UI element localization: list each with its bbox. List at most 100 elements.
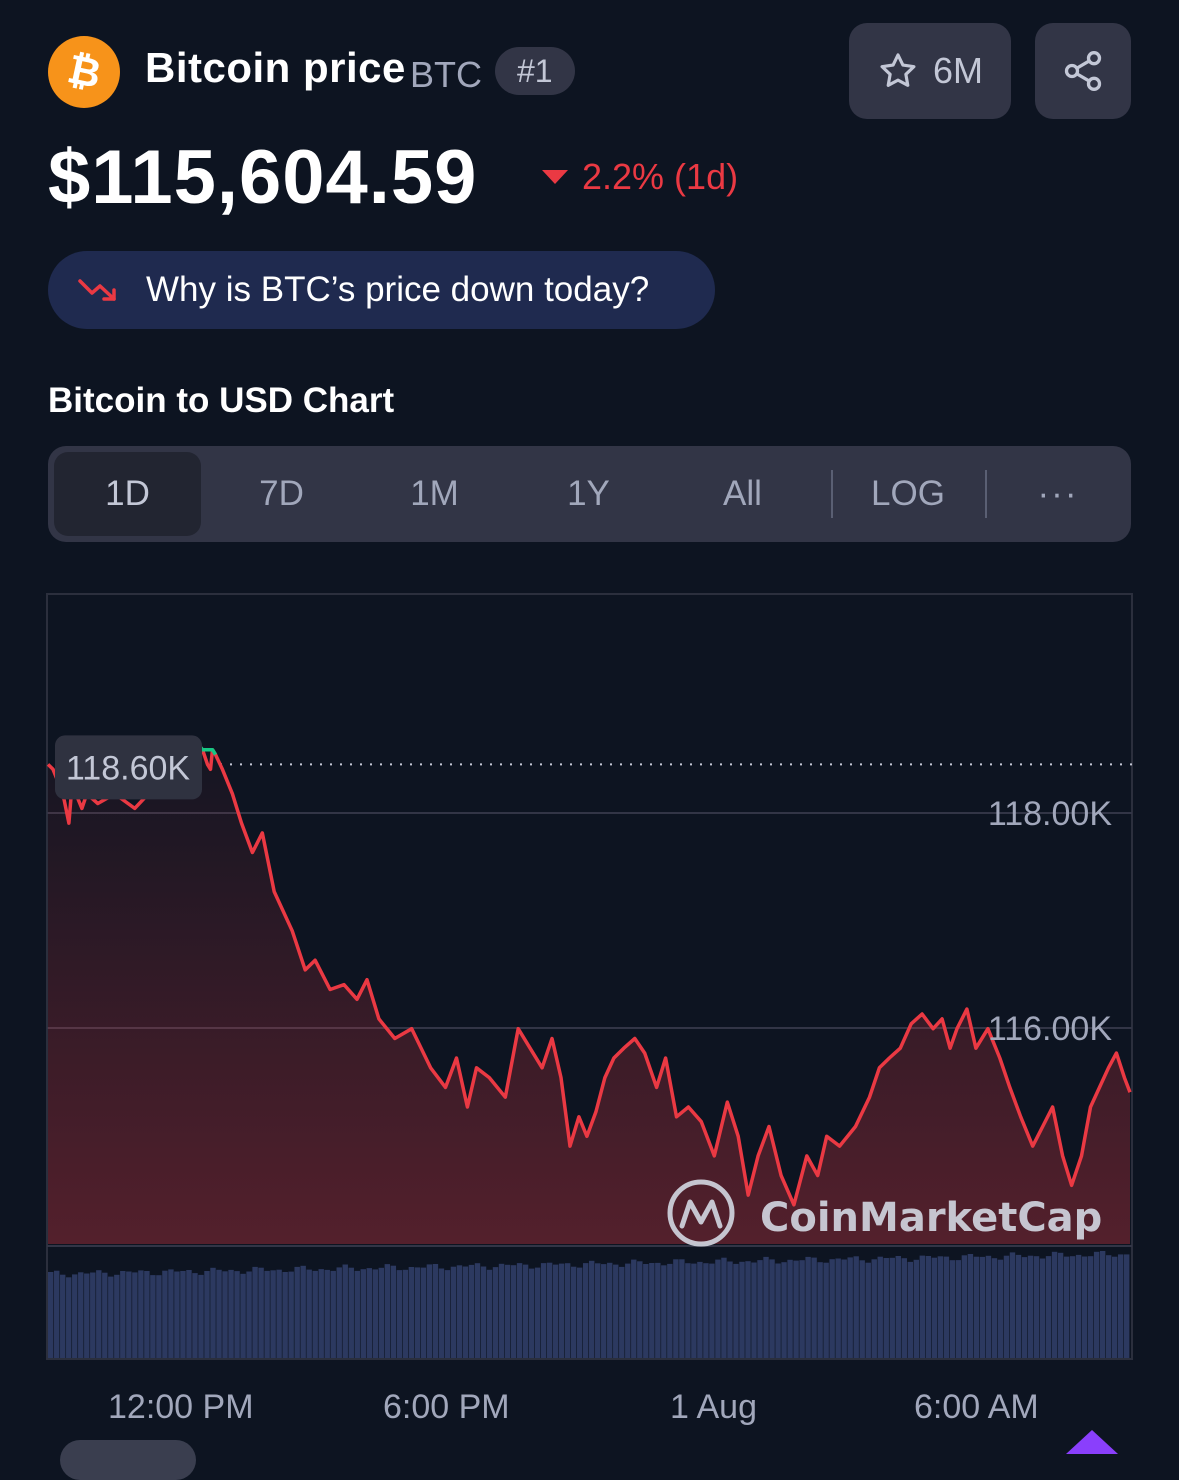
volume-bar — [703, 1263, 709, 1358]
volume-bar — [66, 1277, 72, 1358]
volume-bar — [1033, 1256, 1040, 1358]
price-chart[interactable]: 118.00K 116.00K 118.60K CoinMarketCap — [0, 590, 1179, 1370]
watchlist-button[interactable]: 6M — [849, 23, 1011, 119]
volume-bar — [126, 1271, 132, 1358]
caret-down-icon — [542, 170, 568, 184]
volume-bar — [1099, 1251, 1106, 1358]
volume-bar — [102, 1272, 108, 1358]
volume-bar — [697, 1261, 703, 1358]
volume-bar — [949, 1260, 956, 1358]
tab-log[interactable]: LOG — [871, 474, 945, 513]
volume-bar — [607, 1262, 613, 1358]
price-area-fill — [48, 744, 1130, 1244]
volume-bar — [1105, 1255, 1112, 1358]
tab-more[interactable]: ··· — [1037, 474, 1079, 513]
volume-bar — [252, 1266, 258, 1358]
volume-bar — [294, 1266, 300, 1358]
volume-bar — [72, 1274, 78, 1358]
tab-7d[interactable]: 7D — [259, 474, 304, 513]
purple-action-icon[interactable] — [1060, 1428, 1124, 1454]
volume-bar — [270, 1270, 276, 1358]
volume-bar — [691, 1263, 697, 1358]
x-tick-label: 12:00 PM — [108, 1388, 254, 1426]
tab-1d[interactable]: 1D — [54, 452, 201, 536]
bitcoin-logo: ₿ — [48, 36, 120, 108]
volume-bar — [883, 1258, 889, 1358]
volume-bar — [1015, 1254, 1022, 1358]
tab-1y[interactable]: 1Y — [567, 474, 610, 513]
volume-bar — [715, 1259, 721, 1358]
volume-bar — [1123, 1254, 1130, 1358]
volume-bar — [823, 1262, 829, 1358]
price-change-value: 2.2% (1d) — [582, 156, 739, 197]
volume-bar — [817, 1262, 823, 1358]
volume-bar — [114, 1274, 120, 1358]
volume-bar — [528, 1268, 535, 1358]
bitcoin-logo-symbol: ₿ — [63, 46, 105, 98]
volume-bar — [937, 1256, 944, 1358]
volume-bar — [162, 1270, 168, 1358]
volume-bar — [168, 1269, 174, 1358]
star-icon — [880, 53, 916, 87]
x-tick-label: 6:00 AM — [914, 1388, 1039, 1426]
volume-bar — [60, 1274, 66, 1358]
volume-bar — [1081, 1256, 1088, 1358]
volume-bars — [48, 1251, 1130, 1358]
volume-bar — [186, 1270, 192, 1358]
volume-bar — [306, 1269, 312, 1358]
volume-bar — [120, 1271, 126, 1358]
volume-bar — [871, 1259, 877, 1358]
volume-bar — [1009, 1252, 1016, 1358]
volume-bar — [757, 1260, 763, 1358]
reference-price-tag — [55, 735, 202, 800]
volume-bar — [661, 1265, 667, 1358]
volume-bar — [132, 1272, 138, 1358]
volume-bar — [625, 1263, 631, 1358]
volume-bar — [204, 1271, 210, 1358]
volume-bar — [979, 1256, 986, 1358]
volume-bar — [414, 1267, 421, 1358]
volume-bar — [330, 1270, 336, 1358]
volume-bar — [300, 1265, 306, 1358]
volume-bar — [462, 1266, 469, 1358]
volume-bar — [522, 1264, 529, 1358]
volume-bar — [787, 1259, 793, 1358]
volume-bar — [444, 1270, 451, 1358]
volume-bar — [96, 1270, 102, 1358]
volume-bar — [540, 1263, 547, 1358]
volume-bar — [372, 1269, 379, 1358]
price-line — [46, 743, 1132, 1207]
why-price-down-button[interactable]: Why is BTC’s price down today? — [48, 251, 715, 329]
volume-bar — [312, 1270, 318, 1358]
volume-bar — [264, 1270, 270, 1358]
volume-bar — [492, 1267, 499, 1358]
volume-bar — [144, 1271, 150, 1358]
volume-bar — [90, 1272, 96, 1358]
volume-bar — [763, 1256, 769, 1358]
volume-bar — [829, 1259, 835, 1358]
bottom-scroll-pill[interactable] — [60, 1440, 196, 1480]
rank-badge: #1 — [495, 47, 575, 95]
volume-bar — [961, 1255, 968, 1358]
volume-bar — [450, 1266, 457, 1358]
volume-bar — [835, 1258, 841, 1358]
volume-bar — [582, 1263, 589, 1358]
volume-bar — [468, 1264, 475, 1358]
share-button[interactable] — [1035, 23, 1131, 119]
volume-bar — [619, 1266, 625, 1358]
volume-bar — [324, 1269, 330, 1358]
volume-bar — [420, 1267, 427, 1358]
volume-bar — [576, 1267, 583, 1358]
y-tick-label: 118.00K — [988, 795, 1112, 833]
tab-all[interactable]: All — [723, 474, 762, 513]
volume-bar — [727, 1261, 733, 1358]
volume-bar — [895, 1256, 901, 1358]
y-tick-label: 116.00K — [988, 1010, 1112, 1048]
volume-bar — [931, 1257, 938, 1358]
volume-bar — [432, 1264, 439, 1358]
tab-1m[interactable]: 1M — [410, 474, 459, 513]
volume-bar — [1051, 1251, 1058, 1358]
trend-down-icon — [78, 279, 116, 301]
volume-bar — [595, 1263, 601, 1358]
volume-bar — [258, 1267, 264, 1358]
